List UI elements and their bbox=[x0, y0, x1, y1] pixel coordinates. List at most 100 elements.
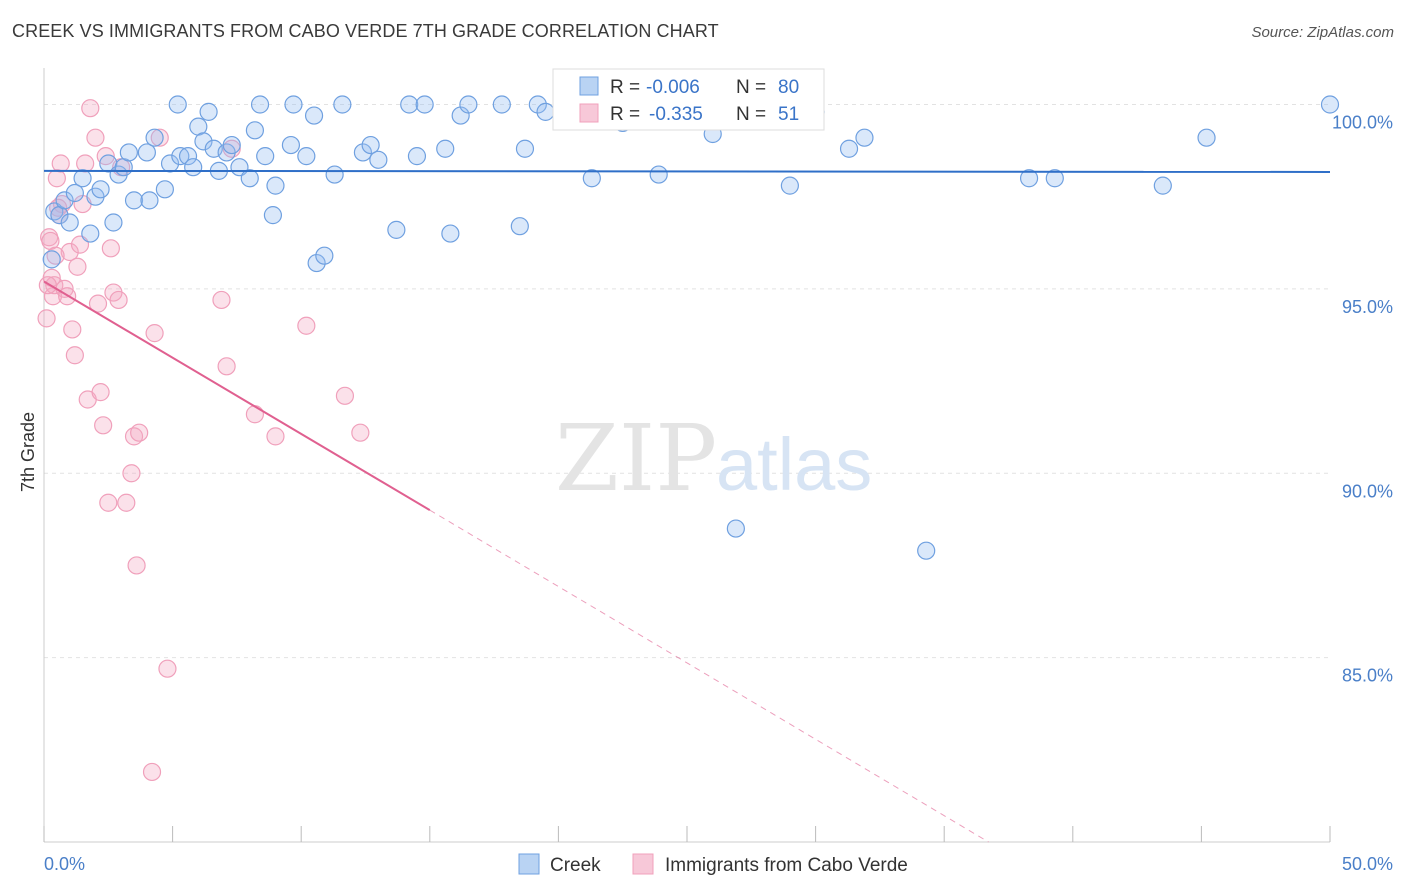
cabo-point-42 bbox=[297, 316, 316, 335]
cabo-point-40 bbox=[245, 405, 265, 424]
bottom-legend-swatch-cabo bbox=[632, 853, 654, 875]
creek-point-26 bbox=[194, 132, 213, 151]
creek-point-37 bbox=[263, 206, 283, 225]
creek-point-69 bbox=[726, 519, 745, 538]
creek-point-38 bbox=[266, 176, 285, 195]
cabo-point-28 bbox=[117, 493, 136, 512]
bottom-legend-label-creek: Creek bbox=[550, 855, 601, 876]
cabo-point-9 bbox=[60, 242, 79, 262]
creek-point-79 bbox=[1320, 95, 1340, 114]
cabo-point-24 bbox=[101, 239, 120, 258]
cabo-point-19 bbox=[88, 294, 108, 313]
cabo-point-37 bbox=[212, 290, 231, 310]
cabo-point-13 bbox=[70, 235, 90, 254]
legend-n-label-creek: N = bbox=[736, 77, 766, 98]
x-tick-label-0: 0.0% bbox=[44, 854, 85, 874]
creek-point-18 bbox=[145, 128, 164, 147]
creek-point-47 bbox=[353, 143, 373, 162]
cabo-point-22 bbox=[96, 147, 115, 166]
creek-point-51 bbox=[400, 95, 419, 114]
cabo-point-15 bbox=[76, 154, 95, 173]
cabo-point-36 bbox=[158, 659, 177, 678]
x-tick-labels: 0.0% 50.0% bbox=[44, 854, 1393, 874]
legend-r-label-creek: R = bbox=[610, 77, 640, 98]
cabo-point-21 bbox=[94, 416, 113, 435]
legend-r-value-cabo: -0.335 bbox=[649, 104, 703, 125]
bottom-legend-label-cabo: Immigrants from Cabo Verde bbox=[665, 855, 908, 876]
grid-lines bbox=[44, 104, 1330, 659]
y-axis-label: 7th Grade bbox=[18, 412, 38, 492]
creek-point-36 bbox=[256, 147, 275, 166]
cabo-point-34 bbox=[145, 324, 164, 343]
bottom-legend-swatch-creek bbox=[518, 853, 540, 875]
creek-point-16 bbox=[137, 143, 156, 162]
cabo-point-50 bbox=[51, 154, 70, 173]
creek-point-75 bbox=[1019, 169, 1039, 188]
creek-point-0 bbox=[42, 250, 61, 269]
creek-point-52 bbox=[407, 147, 427, 166]
creek-point-43 bbox=[307, 253, 326, 273]
bottom-legend: Creek Immigrants from Cabo Verde bbox=[518, 853, 908, 876]
creek-point-7 bbox=[81, 224, 100, 243]
creek-point-74 bbox=[917, 541, 936, 560]
cabo-point-18 bbox=[86, 128, 105, 147]
cabo-point-11 bbox=[65, 346, 84, 365]
creek-point-72 bbox=[839, 139, 859, 158]
stats-legend: R = -0.006 N = 80 R = -0.335 N = 51 bbox=[552, 68, 825, 131]
creek-point-60 bbox=[515, 139, 535, 158]
creek-point-45 bbox=[325, 165, 344, 184]
creek-point-49 bbox=[369, 150, 388, 169]
creek-point-5 bbox=[65, 183, 84, 203]
legend-n-value-cabo: 51 bbox=[778, 104, 799, 125]
creek-point-48 bbox=[361, 135, 380, 155]
creek-point-19 bbox=[155, 180, 174, 199]
cabo-point-38 bbox=[217, 357, 236, 376]
y-tick-label-2: 95.0% bbox=[1342, 297, 1393, 317]
creek-point-78 bbox=[1197, 128, 1216, 147]
creek-point-41 bbox=[297, 147, 316, 166]
creek-point-64 bbox=[582, 169, 601, 188]
cabo-point-32 bbox=[130, 423, 149, 442]
creek-point-73 bbox=[855, 128, 874, 147]
chart-source: Source: ZipAtlas.com bbox=[1251, 24, 1394, 41]
creek-point-42 bbox=[304, 106, 324, 125]
creek-point-58 bbox=[492, 95, 511, 114]
cabo-point-4 bbox=[47, 169, 66, 188]
creek-point-35 bbox=[250, 95, 270, 114]
cabo-trend-line bbox=[43, 280, 431, 511]
creek-point-11 bbox=[104, 213, 123, 232]
creek-point-33 bbox=[240, 169, 259, 188]
axes bbox=[43, 68, 1331, 843]
creek-point-40 bbox=[284, 95, 303, 114]
legend-swatch-creek bbox=[579, 76, 599, 96]
creek-point-20 bbox=[160, 154, 180, 173]
x-tick-label-1: 50.0% bbox=[1342, 854, 1393, 874]
creek-point-21 bbox=[168, 95, 187, 114]
legend-n-value-creek: 80 bbox=[778, 77, 799, 98]
y-tick-labels: 85.0% 90.0% 95.0% 100.0% bbox=[1332, 113, 1393, 686]
cabo-trend-extension bbox=[429, 509, 989, 843]
creek-point-62 bbox=[536, 102, 555, 121]
legend-r-value-creek: -0.006 bbox=[646, 77, 700, 98]
y-tick-label-1: 90.0% bbox=[1342, 481, 1393, 501]
creek-point-61 bbox=[528, 95, 547, 114]
cabo-point-35 bbox=[150, 128, 169, 147]
creek-point-67 bbox=[649, 165, 668, 184]
cabo-point-45 bbox=[37, 309, 56, 328]
creek-point-22 bbox=[171, 147, 190, 166]
cabo-point-17 bbox=[81, 99, 100, 118]
cabo-point-41 bbox=[266, 427, 285, 446]
creek-point-70 bbox=[780, 176, 799, 195]
legend-n-label-cabo: N = bbox=[736, 104, 766, 125]
creek-point-53 bbox=[415, 95, 434, 114]
creek-point-24 bbox=[184, 158, 203, 177]
creek-point-31 bbox=[222, 135, 241, 155]
cabo-point-44 bbox=[351, 423, 370, 442]
creek-point-14 bbox=[119, 143, 138, 162]
cabo-point-23 bbox=[99, 493, 118, 512]
cabo-point-33 bbox=[142, 762, 162, 782]
cabo-point-31 bbox=[127, 556, 146, 575]
creek-point-46 bbox=[333, 95, 352, 114]
cabo-point-10 bbox=[63, 320, 82, 339]
chart-title: CREEK VS IMMIGRANTS FROM CABO VERDE 7TH … bbox=[12, 21, 719, 41]
